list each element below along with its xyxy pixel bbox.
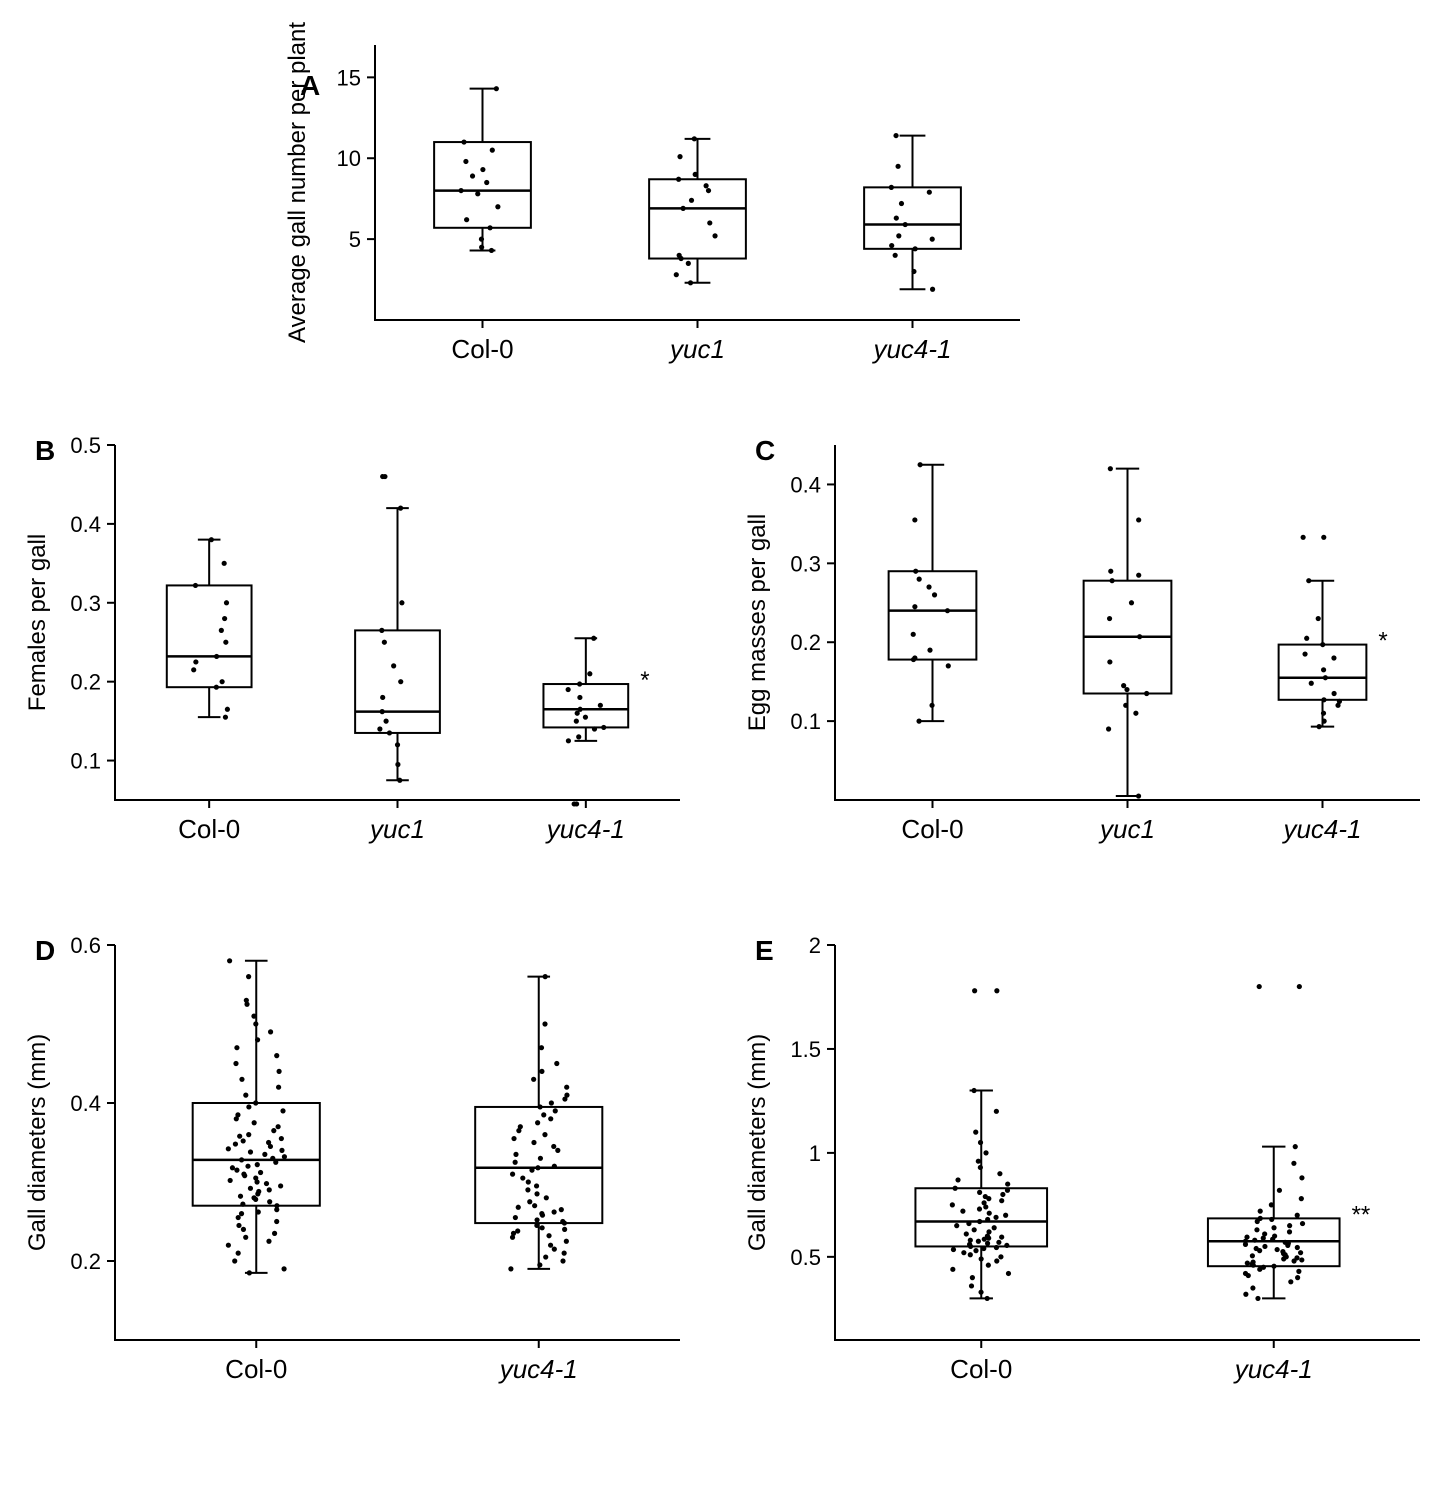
ytick-label: 15 — [337, 65, 361, 90]
category-label: yuc4-1 — [545, 814, 625, 844]
category-label: yuc1 — [368, 814, 425, 844]
significance-marker: ** — [1352, 1201, 1371, 1228]
category-label: yuc4-1 — [498, 1354, 578, 1384]
category-label: Col-0 — [178, 814, 240, 844]
panel-C: 0.1 0.2 0.3 0.4 Egg masses per gall Col-0 yuc1… — [740, 420, 1440, 880]
y-axis-label: Gall diameters (mm) — [24, 1034, 51, 1251]
ytick-label: 0.3 — [790, 551, 821, 576]
y-axis-label: Females per gall — [24, 534, 51, 711]
category-label: Col-0 — [225, 1354, 287, 1384]
category-label: Col-0 — [950, 1354, 1012, 1384]
panel-D: 0.2 0.4 0.6 Gall diameters (mm) Col-0 yuc4-1 — [20, 920, 700, 1420]
y-axis-label: Egg masses per gall — [744, 514, 771, 731]
ytick-label: 2 — [809, 933, 821, 958]
ytick-label: 1 — [809, 1141, 821, 1166]
category-label: Col-0 — [451, 334, 513, 364]
category-label: yuc4-1 — [871, 334, 951, 364]
ytick-label: 0.6 — [70, 933, 101, 958]
y-axis-label: Gall diameters (mm) — [744, 1034, 771, 1251]
significance-marker: * — [1378, 628, 1387, 655]
ytick-label: 0.2 — [70, 1249, 101, 1274]
ytick-label: 0.1 — [790, 709, 821, 734]
ytick-label: 0.4 — [790, 472, 821, 497]
panel-B: 0.1 0.2 0.3 0.4 0.5 Females per gall Col-0 yuc1… — [20, 420, 700, 880]
ytick-label: 0.4 — [70, 512, 101, 537]
panel-E: 0.5 1 1.5 2 Gall diameters (mm) Col-0 yuc4-1 ** — [740, 920, 1440, 1420]
ytick-label: 0.5 — [790, 1245, 821, 1270]
ytick-label: 0.4 — [70, 1091, 101, 1116]
panel-A: 5 10 15 Average gall number per plant Col-0 y… — [280, 20, 1040, 400]
figure-root: A51015Average gall number per plantCol-0… — [20, 20, 1436, 1476]
ytick-label: 0.1 — [70, 749, 101, 774]
significance-marker: * — [640, 667, 649, 694]
ytick-label: 1.5 — [790, 1037, 821, 1062]
ytick-label: 5 — [349, 227, 361, 252]
ytick-label: 10 — [337, 146, 361, 171]
ytick-label: 0.5 — [70, 433, 101, 458]
y-axis-label: Average gall number per plant — [284, 22, 311, 343]
category-label: yuc4-1 — [1233, 1354, 1313, 1384]
category-label: yuc1 — [1098, 814, 1155, 844]
ytick-label: 0.2 — [70, 670, 101, 695]
category-label: Col-0 — [901, 814, 963, 844]
category-label: yuc1 — [668, 334, 725, 364]
ytick-label: 0.3 — [70, 591, 101, 616]
ytick-label: 0.2 — [790, 630, 821, 655]
category-label: yuc4-1 — [1281, 814, 1361, 844]
